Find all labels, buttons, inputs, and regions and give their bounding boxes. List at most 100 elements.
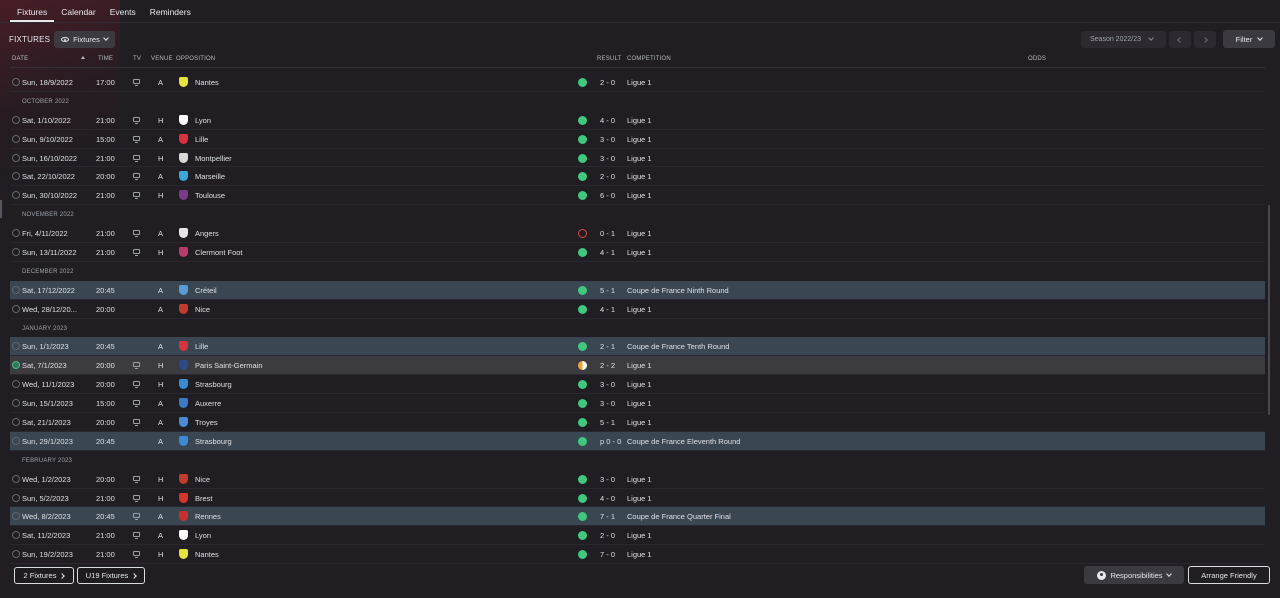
fixture-row[interactable]: Wed, 28/12/20... 20:00 A Nice 4 - 1 Ligue 1 <box>10 300 1265 319</box>
next-season-button[interactable] <box>1194 31 1216 48</box>
clock-icon[interactable] <box>12 285 20 294</box>
clock-icon[interactable] <box>12 134 20 143</box>
fixture-competition[interactable]: Ligue 1 <box>627 248 652 258</box>
fixture-opposition[interactable]: Lyon <box>195 115 211 125</box>
fixture-competition[interactable]: Coupe de France Eleventh Round <box>627 436 741 446</box>
clock-icon[interactable] <box>12 512 20 521</box>
fixture-result[interactable]: 4 - 0 <box>600 115 616 125</box>
fixture-competition[interactable]: Ligue 1 <box>627 474 652 484</box>
fixture-opposition[interactable]: Paris Saint-Germain <box>195 361 263 371</box>
clock-icon[interactable] <box>12 380 20 389</box>
fixture-row[interactable]: Sun, 30/10/2022 21:00 H Toulouse 6 - 0 Ligue … <box>10 186 1265 206</box>
fixture-result[interactable]: 4 - 0 <box>600 493 616 503</box>
fixture-competition[interactable]: Ligue 1 <box>627 191 652 201</box>
clock-icon[interactable] <box>12 153 20 162</box>
fixture-competition[interactable]: Ligue 1 <box>627 531 652 541</box>
fixture-opposition[interactable]: Lille <box>195 342 209 352</box>
fixture-competition[interactable]: Ligue 1 <box>627 399 652 409</box>
fixture-result[interactable]: 7 - 1 <box>600 512 616 522</box>
fixture-competition[interactable]: Ligue 1 <box>627 418 652 428</box>
fixture-competition[interactable]: Ligue 1 <box>627 78 652 87</box>
fixture-row[interactable]: Sat, 11/2/2023 21:00 A Lyon 2 - 0 Ligue 1 <box>10 526 1265 546</box>
fixture-row[interactable]: Wed, 11/1/2023 20:00 H Strasbourg 3 - 0 Ligue… <box>10 375 1265 395</box>
fixture-result[interactable]: 4 - 1 <box>600 248 616 258</box>
fixture-competition[interactable]: Ligue 1 <box>627 134 652 144</box>
fixture-result[interactable]: p 0 - 0 <box>600 436 622 446</box>
fixture-result[interactable]: 3 - 0 <box>600 153 616 163</box>
column-venue[interactable]: VENUE <box>151 56 173 62</box>
fixture-competition[interactable]: Ligue 1 <box>627 380 652 390</box>
clock-icon[interactable] <box>12 248 20 257</box>
fixture-result[interactable]: 6 - 0 <box>600 191 616 201</box>
season-selector[interactable]: Season 2022/23 <box>1081 31 1166 48</box>
fixture-row[interactable]: Sun, 16/10/2022 21:00 H Montpellier 3 - 0 Lig… <box>10 149 1265 168</box>
fixture-row[interactable]: Sat, 21/1/2023 20:00 A Troyes 5 - 1 Ligue 1 <box>10 413 1265 432</box>
fixture-row[interactable]: Wed, 8/2/2023 20:45 A Rennes 7 - 1 Coupe de F… <box>10 507 1265 527</box>
column-date[interactable]: DATE <box>12 56 29 62</box>
column-odds[interactable]: ODDS <box>1028 56 1047 62</box>
fixture-opposition[interactable]: Troyes <box>195 418 218 428</box>
fixture-result[interactable]: 2 - 0 <box>600 78 616 87</box>
fixture-competition[interactable]: Ligue 1 <box>627 493 652 503</box>
fixture-competition[interactable]: Coupe de France Ninth Round <box>627 285 729 295</box>
previous-season-button[interactable] <box>1169 31 1191 48</box>
fixture-opposition[interactable]: Marseille <box>195 172 226 182</box>
fixture-result[interactable]: 2 - 0 <box>600 531 616 541</box>
fixture-competition[interactable]: Ligue 1 <box>627 361 652 371</box>
fixture-result[interactable]: 3 - 0 <box>600 399 616 409</box>
fixture-row[interactable]: Sun, 5/2/2023 21:00 H Brest 4 - 0 Ligue 1 <box>10 489 1265 508</box>
fixture-result[interactable]: 4 - 1 <box>600 304 616 314</box>
clock-icon[interactable] <box>12 115 20 124</box>
fixture-competition[interactable]: Ligue 1 <box>627 172 652 182</box>
fixture-opposition[interactable]: Créteil <box>195 285 217 295</box>
clock-icon[interactable] <box>12 436 20 445</box>
clock-icon[interactable] <box>12 550 20 559</box>
fixture-row[interactable]: Sat, 1/10/2022 21:00 H Lyon 4 - 0 Ligue 1 <box>10 111 1265 130</box>
fixture-result[interactable]: 7 - 0 <box>600 550 616 560</box>
fixture-result[interactable]: 5 - 1 <box>600 418 616 428</box>
fixture-result[interactable]: 3 - 0 <box>600 134 616 144</box>
fixture-row[interactable]: Sat, 7/1/2023 20:00 H Paris Saint-Germain 2 … <box>10 356 1265 376</box>
tab-events[interactable]: Events <box>109 7 136 17</box>
fixture-row[interactable]: Sun, 18/9/2022 17:00 A Nantes 2 - 0 Ligue 1 <box>10 73 1265 92</box>
fixture-competition[interactable]: Coupe de France Tenth Round <box>627 342 730 352</box>
fixture-competition[interactable]: Ligue 1 <box>627 304 652 314</box>
fixture-opposition[interactable]: Rennes <box>195 512 221 522</box>
fixture-opposition[interactable]: Lyon <box>195 531 211 541</box>
fixture-competition[interactable]: Ligue 1 <box>627 153 652 163</box>
column-tv[interactable]: TV <box>133 56 142 62</box>
fixture-result[interactable]: 2 - 2 <box>600 361 616 371</box>
fixture-opposition[interactable]: Nantes <box>195 550 219 560</box>
fixture-result[interactable]: 0 - 1 <box>600 229 616 239</box>
fixture-opposition[interactable]: Lille <box>195 134 209 144</box>
tab-fixtures[interactable]: Fixtures <box>10 2 55 22</box>
fixture-opposition[interactable]: Montpellier <box>195 153 232 163</box>
fixture-row[interactable]: Sat, 17/12/2022 20:45 A Créteil 5 - 1 Coupe d… <box>10 280 1265 300</box>
responsibilities-button[interactable]: Responsibilities <box>1084 566 1184 584</box>
fixture-row[interactable]: Sun, 13/11/2022 21:00 H Clermont Foot 4 - 1 L… <box>10 243 1265 262</box>
fixture-row[interactable]: Sun, 15/1/2023 15:00 A Auxerre 3 - 0 Ligue 1 <box>10 394 1265 414</box>
filter-button[interactable]: Filter <box>1223 30 1275 48</box>
clock-icon[interactable] <box>12 229 20 238</box>
fixture-opposition[interactable]: Nice <box>195 474 211 484</box>
fixture-row[interactable]: Sat, 22/10/2022 20:00 A Marseille 2 - 0 Ligue… <box>10 167 1265 187</box>
fixture-opposition[interactable]: Toulouse <box>195 191 226 201</box>
clock-icon[interactable] <box>12 78 20 86</box>
clock-icon[interactable] <box>12 418 20 427</box>
clock-icon[interactable] <box>12 191 20 200</box>
scrollbar[interactable] <box>1268 205 1270 415</box>
arrange-friendly-button[interactable]: Arrange Friendly <box>1188 566 1270 584</box>
fixture-competition[interactable]: Ligue 1 <box>627 550 652 560</box>
fixture-opposition[interactable]: Angers <box>195 229 219 239</box>
fixtures-button[interactable]: 2 Fixtures <box>14 567 74 584</box>
fixture-row[interactable]: Fri, 4/11/2022 21:00 A Angers 0 - 1 Ligue 1 <box>10 224 1265 244</box>
fixture-row[interactable]: Sun, 19/2/2023 21:00 H Nantes 7 - 0 Ligue 1 <box>10 545 1265 565</box>
fixture-competition[interactable]: Ligue 1 <box>627 229 652 239</box>
view-dropdown[interactable]: Fixtures <box>54 31 115 48</box>
fixture-competition[interactable]: Coupe de France Quarter Final <box>627 512 731 522</box>
fixture-opposition[interactable]: Strasbourg <box>195 436 232 446</box>
fixture-opposition[interactable]: Nantes <box>195 78 219 87</box>
fixture-opposition[interactable]: Brest <box>195 493 213 503</box>
fixture-opposition[interactable]: Clermont Foot <box>195 248 243 258</box>
fixture-result[interactable]: 2 - 0 <box>600 172 616 182</box>
